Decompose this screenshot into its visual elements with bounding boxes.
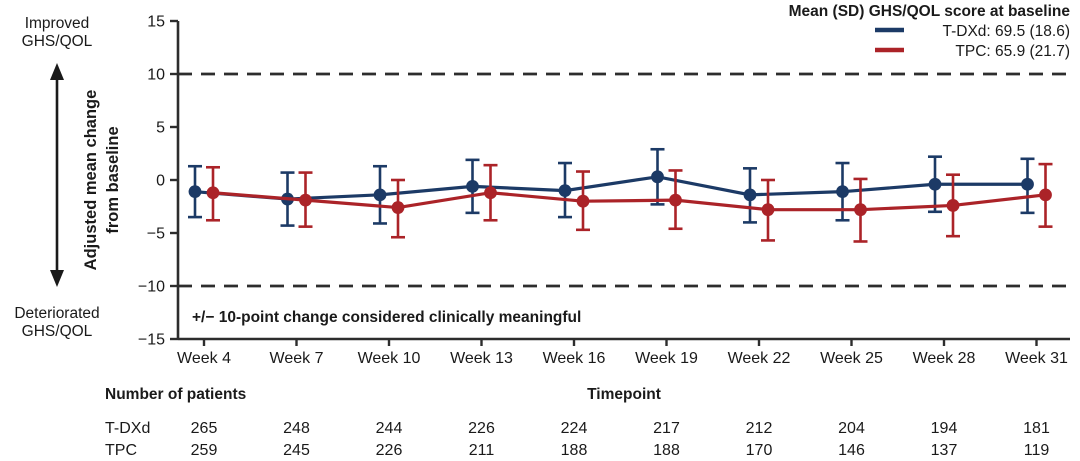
clinical-annotation: +/− 10-point change considered clinicall…	[192, 309, 581, 326]
patient-count-tpc: 170	[746, 442, 773, 459]
legend-title: Mean (SD) GHS/QOL score at baseline	[789, 3, 1071, 20]
data-point	[651, 170, 664, 184]
patient-count-t-dxd: 224	[561, 420, 588, 437]
y-tick-label: −10	[138, 279, 165, 296]
patient-count-tpc: 259	[191, 442, 218, 459]
x-tick-label: Week 28	[913, 350, 976, 367]
patient-count-tpc: 188	[561, 442, 588, 459]
improved-label-line1: Improved	[25, 15, 90, 32]
x-tick-label: Week 16	[543, 350, 606, 367]
series-tpc	[206, 162, 1053, 243]
x-axis-label-timepoint: Timepoint	[587, 386, 661, 403]
data-point	[558, 184, 572, 198]
data-point	[484, 186, 497, 200]
patients-row-label-tpc: TPC	[105, 442, 137, 459]
patient-count-t-dxd: 194	[931, 420, 958, 437]
patient-count-tpc: 245	[283, 442, 310, 459]
plot-area: 15 10 5 0 −5 −10 −15 Week 4 Week 7 Week 10 Week 13…	[138, 14, 1070, 367]
x-tick-label: Week 7	[270, 350, 324, 367]
patient-count-tpc: 188	[653, 442, 680, 459]
data-point	[854, 203, 867, 217]
deteriorated-label-line2: GHS/QOL	[22, 323, 93, 340]
x-tick-label: Week 25	[820, 350, 883, 367]
patient-count-tpc: 137	[931, 442, 958, 459]
double-arrow-icon	[50, 63, 64, 287]
patients-row-label-tdxd: T-DXd	[105, 420, 150, 437]
series-t-dxd	[188, 147, 1035, 227]
y-axis-title-line2: from baseline	[104, 126, 122, 233]
data-point	[466, 179, 479, 193]
patient-count-t-dxd: 204	[838, 420, 865, 437]
x-tick-label: Week 10	[358, 350, 421, 367]
data-point	[928, 177, 942, 191]
series-line	[212, 191, 1046, 212]
patient-count-tpc: 226	[376, 442, 403, 459]
y-tick-label: 0	[156, 173, 165, 190]
x-tick-label: Week 31	[1005, 350, 1068, 367]
patient-count-t-dxd: 181	[1023, 420, 1050, 437]
legend-label-tdxd: T-DXd: 69.5 (18.6)	[942, 23, 1070, 40]
patient-count-t-dxd: 265	[191, 420, 218, 437]
y-tick-label: 10	[147, 67, 165, 84]
y-axis-title-line1: Adjusted mean change	[82, 90, 100, 271]
patient-count-t-dxd: 212	[746, 420, 773, 437]
improved-label-line2: GHS/QOL	[22, 33, 93, 50]
data-point	[188, 185, 202, 199]
patient-count-t-dxd: 248	[283, 420, 310, 437]
x-tick-label: Week 4	[177, 350, 231, 367]
data-point	[373, 188, 387, 202]
data-point	[761, 203, 775, 217]
patient-count-t-dxd: 217	[653, 420, 680, 437]
y-tick-label: −15	[138, 332, 165, 349]
patient-count-tpc: 146	[838, 442, 865, 459]
data-point	[743, 188, 757, 202]
patient-count-t-dxd: 226	[468, 420, 495, 437]
y-tick-label: 5	[156, 120, 165, 137]
y-tick-label: 15	[147, 14, 165, 31]
data-point	[391, 201, 405, 214]
legend-label-tpc: TPC: 65.9 (21.7)	[955, 43, 1070, 60]
patient-count-t-dxd: 244	[376, 420, 403, 437]
patient-count-tpc: 119	[1024, 442, 1050, 459]
data-point	[669, 193, 682, 207]
patients-table-values: 265 248 244 226 224 217 212 204 194 181 259 245 226 2…	[191, 420, 1050, 459]
data-point	[206, 186, 220, 200]
x-tick-label: Week 22	[728, 350, 791, 367]
data-point	[1021, 177, 1034, 191]
data-point	[836, 185, 849, 199]
deteriorated-label-line1: Deteriorated	[14, 305, 99, 322]
x-tick-label: Week 19	[635, 350, 698, 367]
data-point	[1039, 188, 1052, 202]
data-point	[299, 193, 312, 207]
patients-table-title: Number of patients	[105, 386, 246, 403]
data-point	[946, 199, 960, 212]
y-tick-label: −5	[147, 226, 165, 243]
data-point	[576, 194, 590, 208]
series-line	[194, 175, 1028, 201]
x-tick-label: Week 13	[450, 350, 513, 367]
patient-count-tpc: 211	[469, 442, 495, 459]
